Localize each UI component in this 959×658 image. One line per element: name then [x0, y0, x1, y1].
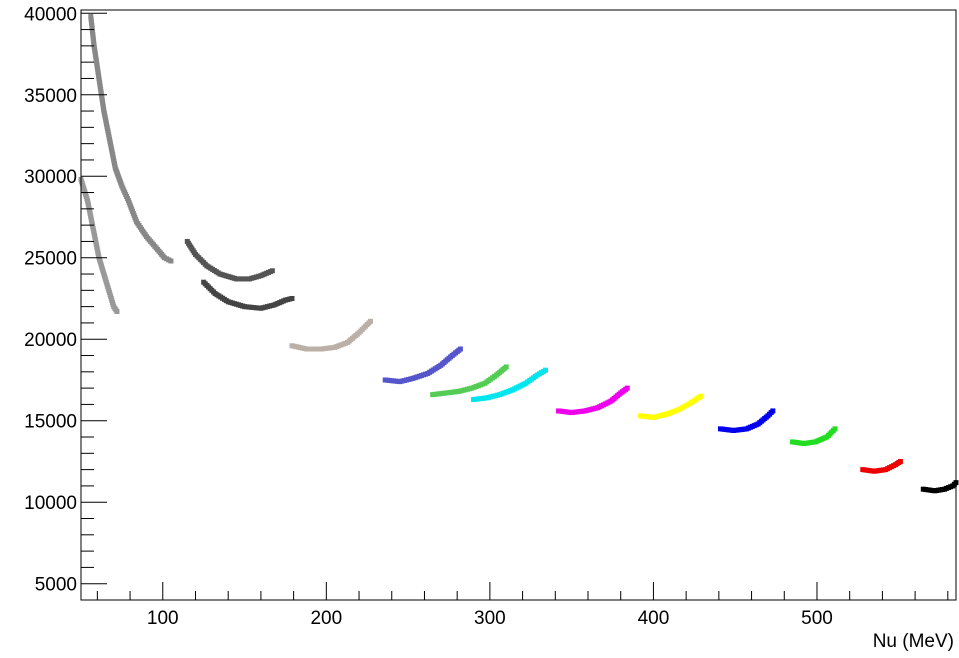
data-point	[114, 309, 120, 315]
y-tick-label: 35000	[24, 86, 77, 107]
series-8	[471, 367, 548, 403]
data-point	[367, 318, 373, 324]
x-tick-label: 100	[147, 608, 179, 629]
data-point	[698, 393, 704, 399]
series-5	[289, 318, 373, 352]
series-12	[789, 426, 838, 447]
y-tick-label: 40000	[24, 4, 77, 25]
y-tick-label: 15000	[24, 412, 77, 433]
y-tick-label: 30000	[24, 167, 77, 188]
data-point	[168, 258, 174, 264]
series-11	[717, 408, 776, 433]
data-point	[624, 385, 630, 391]
series-13	[860, 458, 903, 474]
series-4	[201, 279, 295, 311]
x-tick-label: 200	[310, 608, 342, 629]
data-point	[542, 367, 548, 373]
series-7	[430, 364, 509, 398]
data-point	[832, 426, 838, 432]
y-tick-label: 10000	[24, 493, 77, 514]
series-9	[556, 385, 630, 416]
data-point	[770, 408, 776, 414]
series-1	[78, 177, 120, 315]
data-point	[457, 346, 463, 352]
data-point	[503, 364, 509, 370]
series-3	[184, 238, 275, 282]
y-tick-label: 25000	[24, 249, 77, 270]
data-point	[897, 458, 903, 464]
data-point	[289, 295, 295, 301]
series-2	[88, 14, 174, 264]
x-tick-label: 400	[638, 608, 670, 629]
series-14	[920, 480, 959, 494]
series-6	[382, 346, 463, 385]
x-tick-label: 300	[474, 608, 506, 629]
data-point	[269, 268, 275, 274]
y-tick-label: 5000	[35, 575, 77, 596]
plot-frame	[80, 9, 957, 601]
data-points-layer	[78, 14, 959, 494]
y-tick-label: 20000	[24, 330, 77, 351]
x-tick-label: 500	[801, 608, 833, 629]
axes-layer: 100 200 300 400 500 5000 10000 15000 20000 25000 3…	[24, 4, 957, 629]
series-10	[637, 393, 704, 420]
x-axis-title: Nu (MeV)	[873, 631, 954, 652]
